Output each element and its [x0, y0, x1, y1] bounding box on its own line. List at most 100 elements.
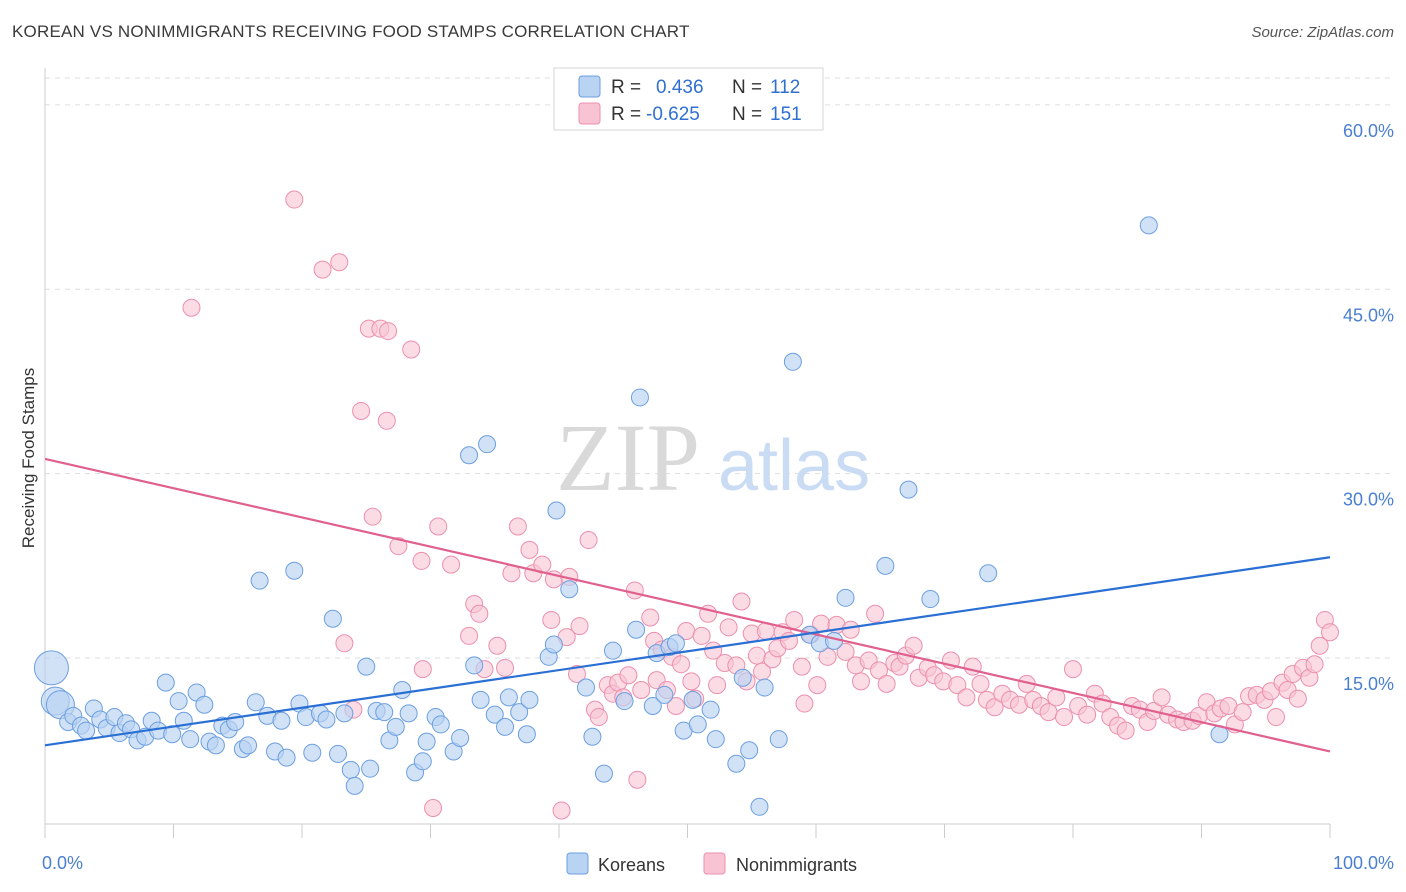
stats-r-label-1: R =	[611, 104, 641, 125]
koreans-point	[303, 743, 322, 762]
nonimmigrants-point	[285, 190, 304, 209]
y-tick-label-2: 45.0%	[1343, 305, 1394, 325]
nonimmigrants-point	[363, 507, 382, 526]
y-tick-label-0: 15.0%	[1343, 674, 1394, 694]
nonimmigrants-point	[313, 260, 332, 279]
koreans-point	[413, 752, 432, 771]
nonimmigrants-point	[632, 681, 651, 700]
koreans-point	[547, 501, 566, 520]
nonimmigrants-point	[330, 253, 349, 272]
bottom-legend: Koreans Nonimmigrants	[566, 852, 857, 875]
koreans-point	[272, 711, 291, 730]
nonimmigrants-point	[625, 581, 644, 600]
koreans-point	[733, 668, 752, 687]
nonimmigrants-point	[957, 688, 976, 707]
legend-label-nonimmigrants: Nonimmigrants	[736, 855, 857, 875]
nonimmigrants-point	[732, 592, 751, 611]
koreans-point	[77, 721, 96, 740]
koreans-point	[520, 690, 539, 709]
koreans-point	[666, 634, 685, 653]
koreans-point	[627, 620, 646, 639]
koreans-point	[836, 588, 855, 607]
nonimmigrants-point	[672, 655, 691, 674]
koreans-point	[335, 704, 354, 723]
koreans-point	[206, 736, 225, 755]
koreans-points	[33, 216, 1229, 816]
y-axis-tick-labels: 15.0% 30.0% 45.0% 60.0%	[1343, 121, 1394, 694]
nonimmigrants-point	[182, 298, 201, 317]
nonimmigrants-point	[460, 626, 479, 645]
koreans-point	[630, 388, 649, 407]
stats-legend-swatch-koreans	[578, 75, 601, 98]
nonimmigrants-point	[692, 626, 711, 645]
koreans-trend-line	[44, 556, 1331, 747]
legend-label-koreans: Koreans	[598, 855, 665, 875]
koreans-point	[740, 741, 759, 760]
nonimmigrants-point	[589, 708, 608, 727]
koreans-point	[323, 609, 342, 628]
nonimmigrants-point	[552, 801, 571, 820]
nonimmigrants-point	[1267, 708, 1286, 727]
nonimmigrants-point	[402, 340, 421, 359]
stats-legend-swatch-nonimmigrants	[578, 102, 601, 125]
nonimmigrants-point	[795, 694, 814, 713]
nonimmigrants-point	[619, 666, 638, 685]
y-tick-label-3: 60.0%	[1343, 121, 1394, 141]
koreans-point	[499, 688, 518, 707]
koreans-point	[496, 717, 515, 736]
nonimmigrants-point	[719, 618, 738, 637]
x-tick-label-1: 100.0%	[1333, 853, 1394, 873]
legend-swatch-nonimmigrants	[703, 852, 726, 875]
stats-r-label-0: R =	[611, 77, 641, 98]
koreans-point	[701, 700, 720, 719]
koreans-point	[544, 635, 563, 654]
koreans-point	[181, 730, 200, 749]
nonimmigrants-point	[567, 665, 586, 684]
watermark-atlas: atlas	[718, 426, 870, 506]
koreans-point	[655, 685, 674, 704]
koreans-point	[510, 703, 529, 722]
grid-lines	[45, 77, 1392, 659]
koreans-point	[195, 695, 214, 714]
nonimmigrants-point	[429, 517, 448, 536]
koreans-point	[341, 760, 360, 779]
koreans-point	[386, 717, 405, 736]
koreans-point	[399, 704, 418, 723]
nonimmigrants-point	[1064, 660, 1082, 679]
nonimmigrants-point	[1152, 688, 1171, 707]
koreans-point	[921, 590, 940, 609]
legend-swatch-koreans	[566, 852, 589, 875]
koreans-point	[33, 650, 69, 686]
nonimmigrants-point	[442, 555, 461, 574]
nonimmigrants-point	[869, 661, 888, 680]
koreans-point	[485, 705, 504, 724]
koreans-point	[755, 678, 774, 697]
nonimmigrants-point	[470, 604, 489, 623]
x-tick-label-0: 0.0%	[42, 853, 83, 873]
koreans-point	[156, 673, 175, 692]
koreans-point	[361, 759, 380, 778]
source-label: Source: ZipAtlas.com	[1251, 24, 1394, 41]
koreans-point	[683, 690, 702, 709]
nonimmigrants-point	[413, 660, 432, 679]
koreans-point	[615, 692, 634, 711]
koreans-point	[345, 776, 364, 795]
nonimmigrants-point	[508, 517, 527, 536]
koreans-point	[769, 730, 788, 749]
nonimmigrants-point	[379, 322, 398, 341]
koreans-point	[603, 641, 622, 660]
nonimmigrants-point	[866, 604, 885, 623]
nonimmigrants-point	[666, 696, 685, 715]
nonimmigrants-point	[785, 610, 804, 629]
nonimmigrants-point	[1233, 703, 1252, 722]
koreans-point	[876, 556, 895, 575]
nonimmigrants-point	[1288, 689, 1307, 708]
nonimmigrants-point	[628, 770, 647, 789]
koreans-point	[783, 352, 802, 371]
y-axis-title: Receiving Food Stamps	[19, 368, 38, 548]
nonimmigrants-point	[641, 608, 660, 627]
chart-title: KOREAN VS NONIMMIGRANTS RECEIVING FOOD S…	[12, 22, 690, 41]
koreans-point	[285, 561, 304, 580]
koreans-point	[583, 727, 602, 746]
